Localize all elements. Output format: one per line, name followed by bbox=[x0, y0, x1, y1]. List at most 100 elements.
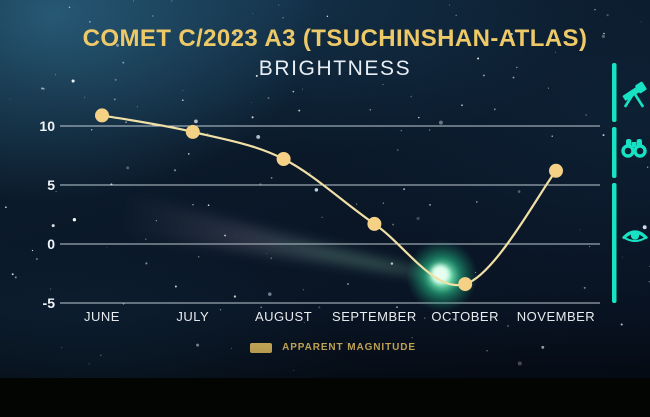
visibility-scale bbox=[612, 63, 648, 303]
star bbox=[14, 276, 17, 279]
star bbox=[233, 32, 237, 36]
star bbox=[136, 106, 138, 108]
header: COMET C/2023 A3 (TSUCHINSHAN-ATLAS) BRIG… bbox=[0, 25, 650, 81]
star bbox=[88, 363, 90, 365]
star bbox=[606, 14, 609, 17]
star bbox=[554, 51, 557, 54]
star bbox=[133, 0, 135, 2]
star bbox=[321, 216, 323, 218]
star bbox=[100, 354, 102, 357]
star bbox=[326, 15, 329, 18]
star bbox=[355, 203, 358, 205]
star bbox=[506, 324, 509, 327]
star bbox=[646, 166, 649, 169]
star bbox=[170, 0, 173, 2]
legend: APPARENT MAGNITUDE bbox=[0, 342, 650, 353]
star bbox=[583, 286, 586, 289]
star bbox=[122, 61, 125, 64]
star bbox=[188, 153, 190, 155]
star bbox=[72, 218, 77, 222]
star bbox=[476, 201, 478, 203]
star bbox=[181, 99, 184, 102]
star bbox=[68, 6, 71, 9]
star bbox=[429, 204, 431, 206]
star bbox=[106, 246, 108, 248]
star bbox=[602, 134, 605, 137]
x-axis-label: OCTOBER bbox=[431, 309, 499, 324]
star bbox=[516, 66, 518, 69]
data-point bbox=[185, 124, 200, 139]
comet-photo bbox=[121, 193, 478, 312]
star bbox=[319, 32, 322, 35]
star bbox=[477, 57, 480, 60]
y-tick-label: 10 bbox=[39, 118, 55, 134]
star bbox=[512, 76, 515, 79]
data-point bbox=[276, 152, 291, 166]
star bbox=[603, 32, 605, 35]
star bbox=[55, 74, 57, 76]
star bbox=[547, 87, 549, 89]
star bbox=[309, 172, 311, 174]
star bbox=[51, 224, 55, 228]
data-point bbox=[95, 108, 109, 123]
star bbox=[282, 17, 284, 19]
star bbox=[482, 74, 485, 77]
magnitude-series bbox=[95, 108, 563, 292]
star bbox=[182, 89, 184, 91]
star bbox=[145, 262, 148, 265]
stars bbox=[5, 0, 650, 372]
star bbox=[318, 306, 321, 309]
star bbox=[642, 225, 647, 230]
star bbox=[55, 190, 57, 192]
legend-swatch bbox=[250, 342, 273, 353]
star bbox=[301, 88, 303, 90]
star bbox=[260, 306, 262, 309]
star bbox=[621, 256, 623, 258]
telescope-icon bbox=[622, 81, 647, 108]
x-axis-label: JUNE bbox=[84, 309, 120, 324]
star bbox=[303, 321, 305, 323]
star bbox=[579, 229, 581, 231]
star bbox=[278, 4, 280, 6]
star bbox=[217, 36, 220, 39]
star bbox=[251, 116, 254, 119]
star bbox=[35, 258, 38, 260]
star bbox=[268, 292, 272, 296]
star bbox=[517, 190, 521, 193]
star bbox=[396, 149, 399, 151]
star bbox=[292, 369, 295, 372]
star bbox=[302, 289, 304, 291]
star bbox=[151, 15, 154, 17]
star bbox=[173, 169, 177, 172]
star bbox=[270, 176, 273, 179]
star bbox=[396, 306, 398, 308]
star bbox=[196, 343, 200, 347]
scale-bar bbox=[612, 63, 617, 303]
star bbox=[486, 350, 488, 352]
star bbox=[510, 33, 513, 36]
star bbox=[114, 78, 117, 81]
star bbox=[9, 98, 11, 100]
star bbox=[428, 129, 431, 131]
page-subtitle: BRIGHTNESS bbox=[258, 57, 412, 81]
star bbox=[418, 116, 420, 119]
x-axis-label: SEPTEMBER bbox=[332, 309, 417, 324]
star bbox=[49, 288, 52, 290]
star bbox=[5, 206, 7, 209]
star bbox=[416, 216, 420, 221]
star bbox=[84, 96, 86, 98]
star bbox=[126, 166, 130, 170]
star bbox=[42, 87, 45, 90]
star bbox=[403, 188, 405, 190]
eye-icon bbox=[622, 230, 648, 242]
star bbox=[145, 238, 147, 240]
star bbox=[493, 108, 496, 111]
star bbox=[194, 119, 198, 124]
star bbox=[424, 317, 426, 319]
data-point bbox=[549, 163, 563, 178]
star bbox=[231, 347, 232, 349]
star bbox=[292, 90, 295, 93]
star bbox=[392, 223, 395, 226]
star bbox=[455, 14, 457, 17]
